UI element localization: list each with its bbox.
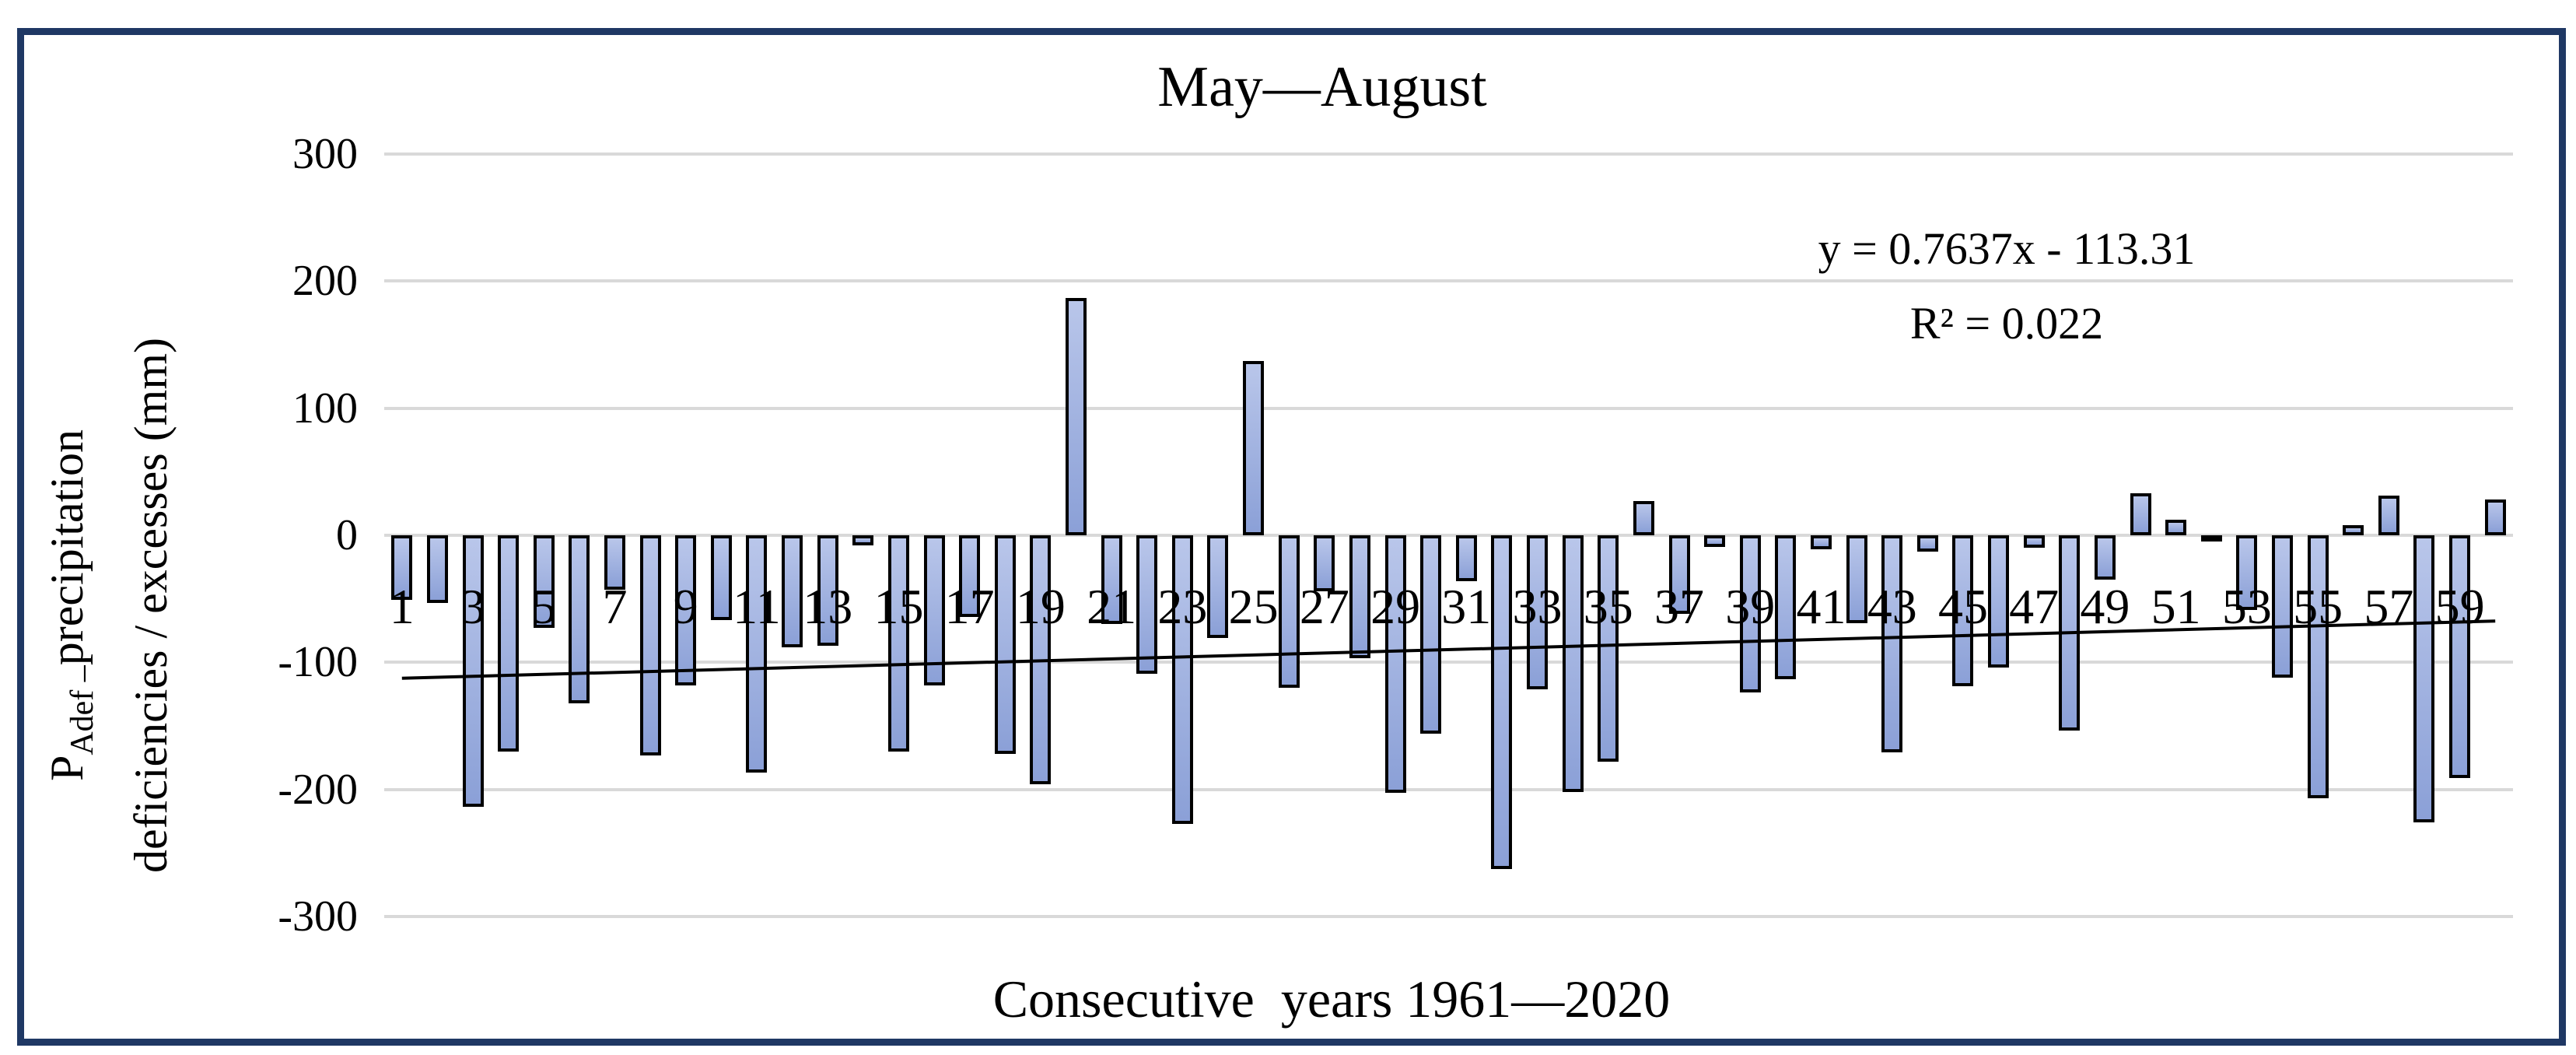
bar-year-50 xyxy=(2130,493,2151,535)
gridline xyxy=(384,661,2513,664)
gridline xyxy=(384,534,2513,537)
bar-year-57 xyxy=(2378,496,2399,535)
bar-year-48 xyxy=(2059,535,2081,731)
bar-year-44 xyxy=(1916,535,1938,552)
bar-year-52 xyxy=(2200,535,2222,542)
bar-year-1 xyxy=(391,535,413,601)
bar-year-34 xyxy=(1562,535,1584,792)
bar-year-55 xyxy=(2307,535,2329,799)
y-axis-title-line2: deficiencies / excesses (mm) xyxy=(125,337,177,874)
gridline xyxy=(384,406,2513,410)
chart-outer-border xyxy=(17,28,2566,1046)
bar-year-30 xyxy=(1420,535,1442,734)
bar-year-19 xyxy=(1030,535,1052,785)
bar-year-18 xyxy=(994,535,1016,754)
bar-year-8 xyxy=(639,535,661,755)
bar-year-15 xyxy=(887,535,909,752)
bar-year-60 xyxy=(2484,499,2506,535)
bar-year-35 xyxy=(1598,535,1619,762)
gridline xyxy=(384,914,2513,918)
bar-year-31 xyxy=(1455,535,1477,581)
bar-year-2 xyxy=(426,535,448,603)
gridline xyxy=(384,279,2513,283)
x-tick-label: 59 xyxy=(2434,579,2485,634)
bar-year-29 xyxy=(1384,535,1406,794)
bar-year-7 xyxy=(604,535,625,591)
bar-year-14 xyxy=(852,535,874,546)
chart-title: May—August xyxy=(1157,55,1487,119)
bar-year-36 xyxy=(1633,500,1654,535)
bar-year-51 xyxy=(2165,520,2187,535)
trendline-equation: y = 0.7637x - 113.31 R² = 0.022 xyxy=(1696,212,2318,361)
y-axis-title-line1: PAdef –precipitation xyxy=(41,429,100,782)
y-tick-label: 100 xyxy=(292,384,358,433)
bar-year-59 xyxy=(2449,535,2471,778)
bar-year-25 xyxy=(1243,361,1265,535)
bar-year-53 xyxy=(2236,535,2258,611)
bar-year-43 xyxy=(1881,535,1903,753)
r-squared-line: R² = 0.022 xyxy=(1909,298,2104,349)
gridline xyxy=(384,787,2513,791)
y-tick-label: -200 xyxy=(278,765,358,814)
bar-year-17 xyxy=(959,535,981,617)
bar-year-11 xyxy=(746,535,768,773)
bar-year-37 xyxy=(1668,535,1690,615)
y-tick-label: 300 xyxy=(292,130,358,179)
bar-year-4 xyxy=(498,535,520,752)
bar-year-32 xyxy=(1491,535,1513,870)
bar-year-3 xyxy=(462,535,484,808)
bar-year-49 xyxy=(2094,535,2116,580)
bar-year-58 xyxy=(2413,535,2435,823)
equation-line: y = 0.7637x - 113.31 xyxy=(1818,223,2196,274)
y-tick-label: 0 xyxy=(336,511,358,559)
bar-year-20 xyxy=(1066,297,1087,535)
bar-year-10 xyxy=(710,535,732,621)
bar-year-27 xyxy=(1314,535,1335,591)
bar-year-41 xyxy=(1810,535,1832,549)
bar-year-56 xyxy=(2343,524,2364,535)
bar-year-38 xyxy=(1704,535,1726,547)
y-tick-label: 200 xyxy=(292,257,358,306)
y-tick-label: -300 xyxy=(278,892,358,941)
y-axis-title: PAdef –precipitation deficiencies / exce… xyxy=(33,154,185,1055)
y-tick-label: -100 xyxy=(278,638,358,687)
bar-year-21 xyxy=(1101,535,1122,625)
bar-year-47 xyxy=(2023,535,2045,549)
gridline xyxy=(384,152,2513,156)
x-axis-title: Consecutive years 1961—2020 xyxy=(992,969,1671,1029)
